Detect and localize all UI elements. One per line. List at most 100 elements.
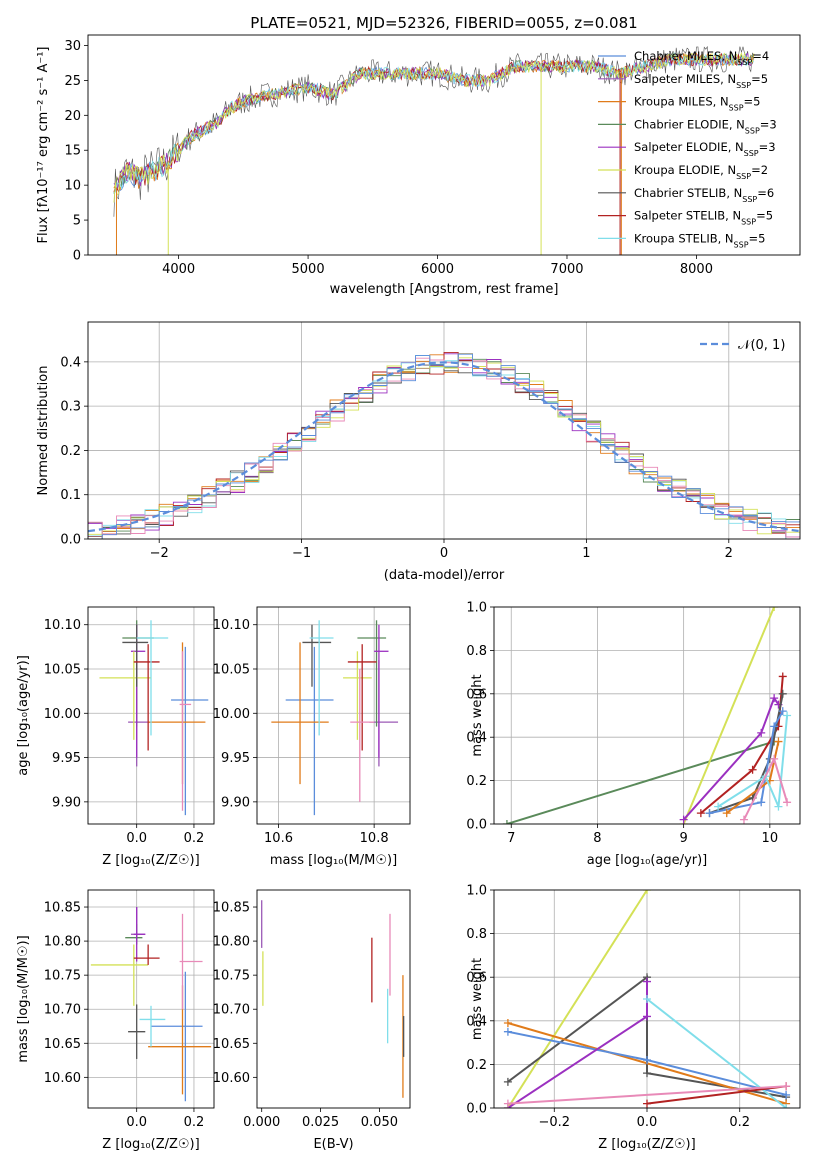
y-tick-label: 10.00 [213,707,250,722]
series-line [507,1085,787,1105]
axes-age_vs_mass: 10.6 10.8 9.90 9.95 10.00 10.05 10.10 [213,607,410,846]
x-tick-label: 7000 [550,262,583,277]
series-line [507,890,648,1108]
x-tick-label: 0.0 [637,1115,658,1130]
y-tick-label: 20 [64,109,81,124]
data-point [770,754,779,763]
series-line [682,695,780,821]
data-point [643,995,651,1003]
data-point [503,1018,512,1027]
age_vs_mass-frame [256,606,411,825]
x-axis-label: Z [log₁₀(Z/Z☉)] [102,853,199,868]
data-point [502,820,511,824]
y-tick-label: 10.05 [213,663,250,678]
spectrum-line [113,51,755,203]
data-point [757,728,766,737]
data-point [643,1012,651,1021]
y-tick-label: 10.70 [44,1003,81,1018]
legend-entry: 𝒩(0, 1) [738,338,785,353]
x-tick-label: 1 [582,546,590,561]
chart-title: PLATE=0521, MJD=52326, FIBERID=0055, z=0… [250,14,637,32]
data-point [778,707,787,716]
data-point [783,711,792,720]
x-tick-label: 0.050 [361,1115,398,1130]
normal-curve [87,361,801,533]
series-line [646,998,787,1108]
x-tick-label: −0.2 [538,1115,570,1130]
legend-entry: Salpeter STELIB, NSSP=5 [634,209,773,227]
series-line [646,1085,787,1105]
data-point [774,802,783,811]
y-axis-label: mass [log₁₀(M/M☉)] [16,935,31,1062]
x-tick-label: 0.0 [126,1115,147,1130]
x-tick-label: 0 [440,546,448,561]
x-tick-label: 2 [725,546,733,561]
legend-entry: Chabrier MILES, NSSP=4 [634,49,769,67]
weight_vs_Z-frame [493,889,801,1109]
legend-entry: Salpeter ELODIE, NSSP=3 [634,140,776,158]
y-tick-label: 9.90 [52,795,81,810]
y-tick-label: 10.05 [44,663,81,678]
x-tick-label: 4000 [162,262,195,277]
data-point [696,809,705,818]
x-tick-label: 7 [507,831,515,846]
y-tick-label: 10.85 [44,901,81,916]
x-tick-label: 0.2 [184,1115,205,1130]
x-axis-label: age [log₁₀(age/yr)] [587,853,708,868]
y-tick-label: 1.0 [466,601,487,616]
y-tick-label: 10.10 [44,618,81,633]
y-axis-label: Normed distribution [36,366,51,496]
data-point [714,802,723,811]
legend: Chabrier MILES, NSSP=4 Salpeter MILES, NS… [598,49,777,249]
y-tick-label: 15 [64,144,81,159]
series-line [506,740,775,824]
x-tick-label: 0.2 [184,831,205,846]
y-tick-label: 0.2 [60,444,81,459]
histogram [88,357,800,535]
y-tick-label: 0.0 [60,533,81,548]
y-tick-label: 9.90 [221,795,250,810]
y-axis-label: mass weight [470,674,485,756]
x-tick-label: 8 [593,831,601,846]
data-point [782,1104,791,1108]
y-tick-label: 9.95 [52,751,81,766]
y-tick-label: 10.60 [213,1071,250,1086]
x-tick-label: 10.8 [360,831,389,846]
y-tick-label: 10.00 [44,707,81,722]
y-tick-label: 0.4 [60,355,81,370]
legend-entry: Kroupa ELODIE, NSSP=2 [634,163,768,181]
legend-entry: Chabrier ELODIE, NSSP=3 [634,117,777,135]
y-axis-label: Flux [fλ10⁻¹⁷ erg cm⁻² s⁻¹ A⁻¹] [36,47,51,244]
x-axis-label: Z [log₁₀(Z/Z☉)] [102,1137,199,1152]
data-point [643,1056,651,1065]
weight_vs_age-frame [493,606,801,825]
legend-entry: Chabrier STELIB, NSSP=6 [634,186,774,204]
axes-mass_vs_Z: 0.0 0.2 10.60 10.65 10.70 10.75 10.80 10.85 [44,890,214,1130]
y-tick-label: 9.95 [221,751,250,766]
x-tick-label: 6000 [421,262,454,277]
x-tick-label: 8000 [680,262,713,277]
data-point [643,977,651,986]
y-tick-label: 10.65 [44,1037,81,1052]
y-tick-label: 10.80 [213,935,250,950]
y-tick-label: 0.8 [466,644,487,659]
y-tick-label: 10.75 [213,969,250,984]
series-line [717,715,789,808]
residuals-frame [87,321,801,540]
data-point [778,672,787,681]
data-point [782,1082,791,1091]
data-point [503,1077,512,1086]
data-point [778,689,787,698]
mass_vs_ebv-frame [256,889,411,1109]
y-tick-label: 10.85 [213,901,250,916]
data-point [782,1090,791,1099]
x-tick-label: 0.2 [729,1115,750,1130]
x-tick-label: 0.0 [126,831,147,846]
x-tick-label: 10 [762,831,779,846]
data-point [503,1027,512,1036]
spectrum-line [113,52,755,193]
data-point [722,809,731,818]
axes-weight_vs_age: 7 8 9 10 0.0 0.2 0.4 0.6 0.8 1.0 [466,601,800,846]
series-line [709,693,784,815]
data-point [643,890,651,894]
